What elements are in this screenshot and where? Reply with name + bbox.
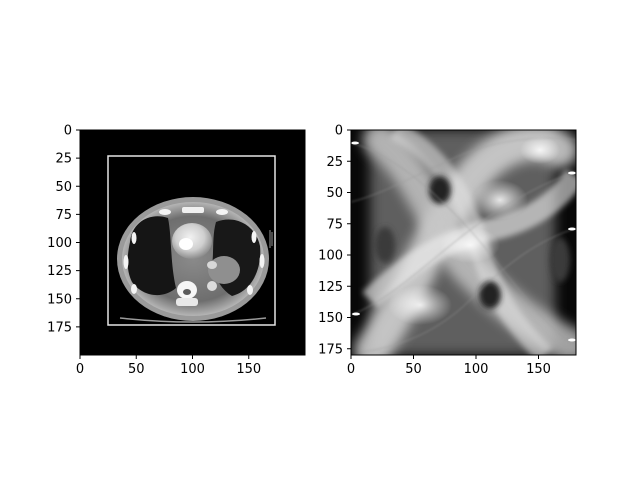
sinogram-highlight-4 xyxy=(520,136,560,164)
ct-x-tick-label: 150 xyxy=(236,362,261,377)
sinogram-dark-spot-1 xyxy=(429,176,451,204)
ct-y-tick-label: 25 xyxy=(55,152,72,167)
ct-y-tick-label: 100 xyxy=(47,236,72,251)
ct-y-tick-label: 125 xyxy=(47,264,72,279)
ct-y-tick-label: 50 xyxy=(55,180,72,195)
sinogram-dark-spot-4 xyxy=(550,238,570,282)
ct-y-tick-label: 175 xyxy=(47,320,72,335)
sinogram-y-tick-label: 75 xyxy=(326,217,343,232)
ct-y-ticks: 0 25 50 75 100 125 150 175 xyxy=(47,124,80,335)
ct-liver xyxy=(208,256,240,284)
sinogram-dark-spot-3 xyxy=(375,227,395,263)
ct-x-tick-label: 100 xyxy=(180,362,205,377)
sinogram-edge-markers xyxy=(351,141,576,342)
ct-ribs xyxy=(123,209,265,295)
ct-x-tick-label: 50 xyxy=(128,362,145,377)
sinogram-x-tick-label: 50 xyxy=(405,362,422,377)
sinogram-highlight-1 xyxy=(472,180,528,220)
ct-x-ticks: 0 50 100 150 xyxy=(76,355,261,377)
sinogram-x-ticks: 0 50 100 150 xyxy=(347,355,551,377)
ct-y-tick-label: 0 xyxy=(64,124,72,139)
ct-image-panel: 0 50 100 150 0 25 50 75 100 125 150 175 xyxy=(47,124,306,377)
sinogram-y-tick-label: 0 xyxy=(335,124,343,139)
ct-aorta xyxy=(207,281,217,291)
ct-sternum xyxy=(182,207,204,213)
sinogram-dark-spot-2 xyxy=(479,281,501,309)
ct-frame-rect xyxy=(107,155,276,326)
ct-y-tick-label: 75 xyxy=(55,208,72,223)
sinogram-streaks xyxy=(351,137,576,353)
sinogram-panel: 0 50 100 150 0 25 50 75 100 125 150 175 xyxy=(318,124,577,377)
sinogram-axes-frame xyxy=(350,129,577,356)
ct-right-lung xyxy=(127,216,176,296)
ct-vessel xyxy=(207,261,217,269)
ct-side-markings xyxy=(269,230,273,248)
sinogram-y-tick-label: 125 xyxy=(318,280,343,295)
sinogram-x-tick-label: 150 xyxy=(526,362,551,377)
sinogram-y-ticks: 0 25 50 75 100 125 150 175 xyxy=(318,124,351,357)
sinogram-y-tick-label: 175 xyxy=(318,342,343,357)
ct-heart-chamber xyxy=(179,238,193,250)
sinogram-y-tick-label: 100 xyxy=(318,249,343,264)
sinogram-image xyxy=(351,130,576,355)
sinogram-highlight-3 xyxy=(388,285,452,325)
sinogram-highlight-2 xyxy=(440,227,500,263)
ct-y-tick-label: 150 xyxy=(47,292,72,307)
sinogram-x-tick-label: 100 xyxy=(464,362,489,377)
ct-vertebra xyxy=(176,281,198,306)
sinogram-y-tick-label: 50 xyxy=(326,186,343,201)
sinogram-y-tick-label: 150 xyxy=(318,311,343,326)
ct-x-tick-label: 0 xyxy=(76,362,84,377)
sinogram-x-tick-label: 0 xyxy=(347,362,355,377)
ct-image xyxy=(107,155,276,326)
sinogram-band-b xyxy=(363,130,576,355)
sinogram-y-tick-label: 25 xyxy=(326,155,343,170)
sinogram-band-d xyxy=(362,168,576,308)
ct-scanner-table xyxy=(119,317,267,323)
